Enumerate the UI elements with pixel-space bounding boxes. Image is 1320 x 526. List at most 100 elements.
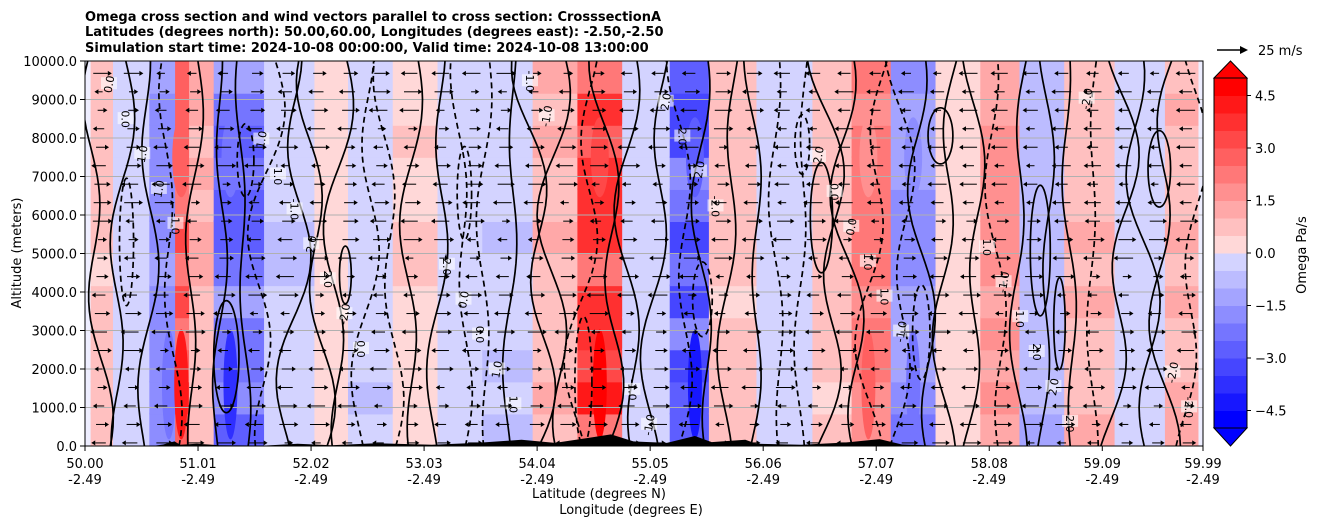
x-tick-label-lat: 57.07 <box>858 457 895 472</box>
wind-vector-head <box>306 126 311 132</box>
wind-vector-head <box>509 144 514 150</box>
wind-vector-head <box>679 274 684 280</box>
wind-vector-head <box>755 144 760 150</box>
contour-positive <box>806 61 846 446</box>
colorbar-label: Omega Pa/s <box>1295 216 1310 294</box>
omega-cell <box>112 348 150 383</box>
wind-vector-head <box>1021 403 1026 409</box>
contour-label: 2.0 <box>1046 377 1062 396</box>
wind-vector-head <box>385 200 390 206</box>
wind-vector-head <box>541 292 546 298</box>
wind-vector-head <box>977 440 982 446</box>
contour-label: 2.0 <box>658 92 674 111</box>
omega-cell <box>1114 61 1166 94</box>
wind-vector-head <box>136 144 141 150</box>
wind-vector-head <box>232 440 237 446</box>
wind-vector-head <box>495 274 500 280</box>
wind-vector-head <box>933 107 938 113</box>
omega-core <box>687 329 702 440</box>
wind-vector-head <box>385 70 390 76</box>
wind-vector-head <box>510 181 515 187</box>
contour-loop <box>574 315 593 446</box>
wind-vector-head <box>632 348 637 354</box>
wind-vector-head <box>1004 329 1009 335</box>
wind-vector-head <box>445 126 450 132</box>
wind-vector-head <box>1161 329 1166 335</box>
contour-label-bg <box>521 74 538 87</box>
wind-vector-head <box>105 144 110 150</box>
wind-vector-head <box>245 274 250 280</box>
wind-vector-head <box>633 237 638 243</box>
wind-vector-head <box>292 107 297 113</box>
wind-vector-head <box>990 107 995 113</box>
wind-vector-head <box>404 255 409 261</box>
wind-vector-head <box>479 181 484 187</box>
x-tick-label-lon: -2.49 <box>1085 473 1119 488</box>
wind-vector-head <box>527 237 532 243</box>
wind-vector-head <box>153 144 158 150</box>
wind-vector-head <box>228 366 233 372</box>
wind-vector-head <box>1193 329 1198 335</box>
wind-vector-head <box>664 89 669 95</box>
omega-cell <box>980 61 1020 94</box>
wind-vector-head <box>743 200 748 206</box>
omega-cell <box>213 92 265 126</box>
contour-label: -1.0 <box>523 71 536 92</box>
wind-vector-head <box>293 255 298 261</box>
wind-vector-head <box>1006 255 1011 261</box>
wind-vector-head <box>496 384 501 390</box>
omega-core <box>861 329 876 440</box>
wind-vector-head <box>754 403 759 409</box>
wind-vector-head <box>724 144 729 150</box>
wind-vector-head <box>341 440 346 446</box>
colorbar-segment <box>1214 78 1247 96</box>
wind-vector-head <box>227 329 232 335</box>
wind-vector-head <box>727 366 732 372</box>
wind-vector-head <box>1022 144 1027 150</box>
wind-vector-head <box>384 311 389 317</box>
chart-title-line-3: Simulation start time: 2024-10-08 00:00:… <box>85 41 649 56</box>
wind-vector-head <box>387 237 392 243</box>
wind-vector-head <box>294 292 299 298</box>
omega-cell <box>314 124 349 158</box>
wind-vector-head <box>261 403 266 409</box>
wind-vector-head <box>973 218 978 224</box>
wind-vector-head <box>818 421 823 427</box>
wind-vector-head <box>1022 70 1027 76</box>
wind-vector-head <box>972 329 977 335</box>
wind-vector-head <box>775 440 780 446</box>
wind-vector-head <box>351 144 356 150</box>
wind-vector-head <box>961 384 966 390</box>
wind-vector-head <box>787 421 792 427</box>
wind-vector-head <box>525 163 530 169</box>
wind-vector-head <box>325 274 330 280</box>
wind-vector-head <box>1005 218 1010 224</box>
omega-cell <box>189 316 215 351</box>
wind-vector-head <box>1115 163 1120 169</box>
colorbar-tick-label: 4.5 <box>1255 90 1276 105</box>
wind-vector-head <box>1083 163 1088 169</box>
x-tick-label-lon: -2.49 <box>520 473 554 488</box>
vector-key: 25 m/s <box>1217 44 1303 59</box>
wind-vector-head <box>198 403 203 409</box>
wind-vector-head <box>91 440 96 446</box>
colorbar-tick-label: −4.5 <box>1255 405 1287 420</box>
wind-vector-head <box>197 237 202 243</box>
wind-vector-head <box>294 421 299 427</box>
wind-vector-head <box>696 237 701 243</box>
wind-vector-head <box>435 107 440 113</box>
wind-vector-head <box>870 218 875 224</box>
wind-vector-head <box>434 421 439 427</box>
omega-cell <box>532 412 578 446</box>
wind-vector-head <box>1069 237 1074 243</box>
wind-vector-head <box>758 70 763 76</box>
colorbar-segment <box>1214 305 1247 324</box>
wind-vector-head <box>1023 181 1028 187</box>
wind-vector-head <box>524 311 529 317</box>
wind-vector-head <box>403 292 408 298</box>
colorbar-segment <box>1214 358 1247 376</box>
wind-vector-head <box>1178 89 1183 95</box>
wind-vector-head <box>1179 274 1184 280</box>
colorbar-segment <box>1214 148 1247 166</box>
wind-vector-head <box>943 255 948 261</box>
